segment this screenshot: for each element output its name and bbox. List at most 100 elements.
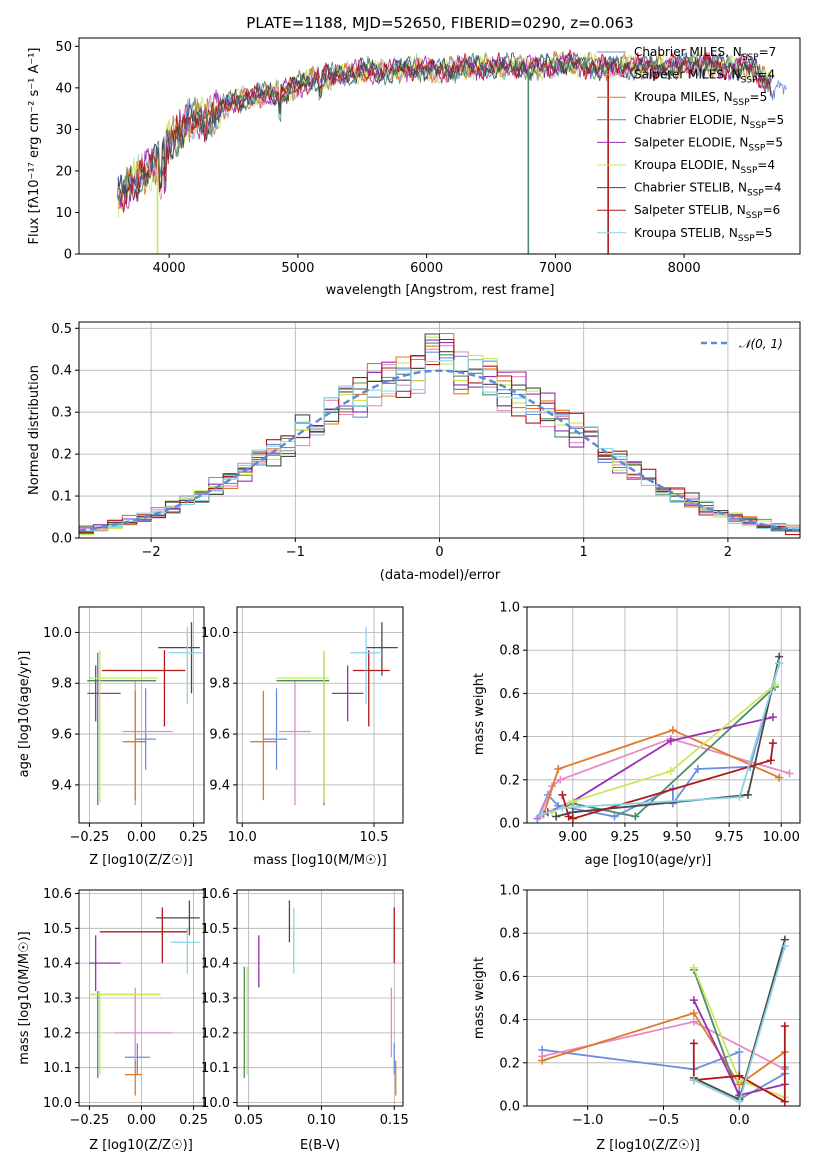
mass-vs-z-points xyxy=(89,900,200,1096)
mass-vs-z-ticks: −0.25 0.00 0.25 10.0 10.1 10.2 10.3 10.4 10.5 10.… xyxy=(43,887,208,1128)
mass-vs-z-errbar-chabrier-stelib xyxy=(156,900,200,936)
weight-vs-age-line-salpeter-miles-marker xyxy=(785,769,794,778)
mass-vs-z-errbar-salpeter-miles xyxy=(114,987,173,1068)
mass-vs-ebv-xtick-label: 0.10 xyxy=(307,1113,336,1128)
weight-vs-age-xtick-label: 9.00 xyxy=(558,830,587,845)
weight-vs-age-line-kroupa-stelib xyxy=(541,662,781,816)
spectrum-ytick-label: 30 xyxy=(55,123,72,138)
age-vs-mass-errbar-salpeter-stelib xyxy=(352,650,390,727)
histogram-ytick-label: 0.2 xyxy=(51,448,72,463)
weight-vs-age-ytick-label: 0.8 xyxy=(499,644,520,659)
panel-mass-vs-ebv: 0.05 0.10 0.15 10.0 10.1 10.2 10.3 10.4 10.5 10.6 xyxy=(201,887,409,1128)
age-vs-z-ytick-label: 9.6 xyxy=(51,728,72,743)
mass-vs-z-errbar-chabrier-miles xyxy=(124,1043,150,1075)
age-vs-z-ticks: −0.25 0.00 0.25 9.4 9.6 9.8 10.0 xyxy=(43,626,208,845)
weight-vs-age-line-chabrier-stelib xyxy=(555,656,781,818)
mass-vs-z-ytick-label: 10.5 xyxy=(43,922,72,937)
age-vs-mass-errbar-chabrier-elodie xyxy=(276,652,330,806)
mass-vs-z-grid xyxy=(79,890,204,1106)
legend-label-kroupa-elodie: Kroupa ELODIE, NSSP=4 xyxy=(634,158,775,176)
weight-vs-z-ytick-label: 0.6 xyxy=(499,970,520,985)
age-vs-z-xtick-label: 0.25 xyxy=(179,830,208,845)
histogram-xlabel: (data-model)/error xyxy=(380,568,501,583)
age-vs-mass-ticks: 10.0 10.5 9.4 9.6 9.8 10.0 xyxy=(201,626,388,845)
histogram-ylabel: Normed distribution xyxy=(27,365,42,495)
weight-vs-age-lines xyxy=(533,652,794,823)
weight-vs-age-xtick-label: 10.00 xyxy=(763,830,800,845)
weight-vs-z-ytick-label: 0.8 xyxy=(499,927,520,942)
legend-label-salpeter-elodie: Salpeter ELODIE, NSSP=5 xyxy=(634,135,783,153)
weight-vs-z-xtick-label: −1.0 xyxy=(572,1113,604,1128)
mass-vs-ebv-ytick-label: 10.1 xyxy=(201,1061,230,1076)
spectrum-ytick-label: 10 xyxy=(55,206,72,221)
weight-vs-age-line-kroupa-miles-marker xyxy=(668,726,677,735)
mass-vs-z-ytick-label: 10.6 xyxy=(43,887,72,902)
weight-vs-age-line-kroupa-stelib-marker xyxy=(735,793,744,802)
weight-vs-z-line-salpeter-elodie-marker xyxy=(689,996,698,1005)
mass-vs-z-ytick-label: 10.0 xyxy=(43,1096,72,1111)
weight-vs-z-lines xyxy=(538,935,789,1106)
weight-vs-age-line-chabrier-stelib-marker xyxy=(743,790,752,799)
age-vs-mass-xtick-label: 10.5 xyxy=(360,830,389,845)
age-vs-mass-errbar-chabrier-miles xyxy=(263,688,288,770)
age-vs-z-errbar-salpeter-elodie xyxy=(87,665,121,722)
age-vs-z-xtick-label: −0.25 xyxy=(69,830,109,845)
weight-vs-age-line-kroupa-miles xyxy=(542,729,780,815)
age-vs-z-ylabel: age [log10(age/yr)] xyxy=(17,651,32,778)
mass-vs-z-xtick-label: 0.00 xyxy=(127,1113,156,1128)
age-vs-z-errbar-chabrier-miles xyxy=(135,688,157,770)
panel-mass-vs-z: −0.25 0.00 0.25 10.0 10.1 10.2 10.3 10.4 10.5 10.… xyxy=(43,887,208,1128)
spectrum-line-chabrier-elodie xyxy=(117,52,772,201)
mass-vs-z-errbar-kroupa-elodie xyxy=(89,991,161,1075)
weight-vs-age-line-chabrier-elodie-marker xyxy=(631,812,640,821)
age-vs-z-errbar-kroupa-stelib xyxy=(168,627,202,704)
histogram-line-salpeter-stelib xyxy=(79,338,800,536)
histogram-xtick-label: 2 xyxy=(724,545,732,560)
mass-vs-ebv-points xyxy=(243,900,397,1096)
age-vs-z-errbar-chabrier-stelib xyxy=(158,622,200,694)
age-vs-mass-ytick-label: 9.4 xyxy=(209,778,230,793)
weight-vs-z-xlabel: Z [log10(Z/Z☉)] xyxy=(596,1138,700,1153)
weight-vs-age-line-salpeter-stelib-marker xyxy=(766,756,775,765)
spectrum-xlabel: wavelength [Angstrom, rest frame] xyxy=(326,283,555,298)
weight-vs-age-frame xyxy=(526,606,801,824)
panel-spectrum: PLATE=1188, MJD=52650, FIBERID=0290, z=0… xyxy=(27,14,801,298)
age-vs-mass-ytick-label: 9.8 xyxy=(209,677,230,692)
legend-label-salpeter-miles: Salpeter MILES, NSSP=4 xyxy=(634,68,775,86)
legend-label-chabrier-miles: Chabrier MILES, NSSP=7 xyxy=(634,45,776,63)
age-vs-mass-errbar-kroupa-miles xyxy=(250,690,277,801)
age-vs-z-xtick-label: 0.00 xyxy=(127,830,156,845)
weight-vs-z-line-salpeter-stelib-marker xyxy=(780,1097,789,1106)
spectrum-title: PLATE=1188, MJD=52650, FIBERID=0290, z=0… xyxy=(246,14,633,32)
mass-vs-z-xlabel: Z [log10(Z/Z☉)] xyxy=(89,1138,193,1153)
spectrum-legend: Chabrier MILES, NSSP=7 Salpeter MILES, NS… xyxy=(597,45,784,244)
histogram-legend: 𝒩(0, 1) xyxy=(701,337,783,351)
age-vs-z-errbar-salpeter-miles xyxy=(122,680,173,806)
legend-label-salpeter-stelib: Salpeter STELIB, NSSP=6 xyxy=(634,203,780,221)
weight-vs-age-line-salpeter-elodie-marker xyxy=(768,713,777,722)
mass-vs-ebv-ytick-label: 10.4 xyxy=(201,957,230,972)
mass-vs-ebv-ytick-label: 10.2 xyxy=(201,1026,230,1041)
spectrum-frame xyxy=(78,37,801,255)
legend-label-kroupa-stelib: Kroupa STELIB, NSSP=5 xyxy=(634,226,772,244)
weight-vs-age-ytick-label: 0.4 xyxy=(499,730,520,745)
weight-vs-age-xtick-label: 9.75 xyxy=(715,830,744,845)
legend-label-chabrier-stelib: Chabrier STELIB, NSSP=4 xyxy=(634,181,782,199)
age-vs-mass-errbar-salpeter-miles xyxy=(279,680,311,806)
age-vs-mass-errbar-kroupa-elodie xyxy=(276,650,330,803)
weight-vs-age-line-salpeter-stelib-marker xyxy=(558,790,567,799)
age-vs-mass-errbar-salpeter-elodie xyxy=(331,665,364,722)
spectrum-lines xyxy=(117,49,787,254)
age-vs-z-errbar-kroupa-miles xyxy=(122,690,146,801)
weight-vs-age-ytick-label: 0.2 xyxy=(499,773,520,788)
histogram-ytick-label: 0.5 xyxy=(51,322,72,337)
weight-vs-age-line-chabrier-stelib-marker xyxy=(552,812,561,821)
histogram-xtick-label: 1 xyxy=(580,545,588,560)
weight-vs-age-ytick-label: 1.0 xyxy=(499,601,520,616)
age-vs-mass-xtick-label: 10.0 xyxy=(228,830,257,845)
weight-vs-z-line-kroupa-stelib-marker xyxy=(735,1097,744,1106)
weight-vs-z-xtick-label: 0.0 xyxy=(729,1113,750,1128)
histogram-ytick-label: 0.4 xyxy=(51,364,72,379)
age-vs-z-errbar-kroupa-elodie xyxy=(89,650,159,803)
histogram-ticks: −2 −1 0 1 2 0.0 0.1 0.2 0.3 0.4 0.5 xyxy=(51,322,732,560)
